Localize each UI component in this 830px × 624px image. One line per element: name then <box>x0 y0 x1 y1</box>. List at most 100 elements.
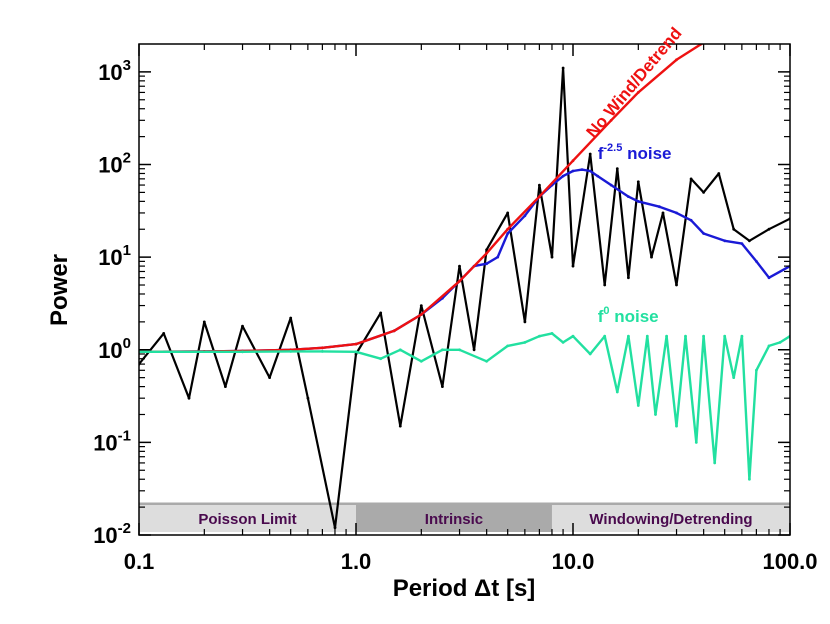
ticks-layer: 0.1 1.0 10.0 100.0 10-2 10-1 100 101 102 103 <box>93 44 818 574</box>
data-point-data <box>675 283 678 287</box>
data-point-no-wind-detrend <box>485 251 488 255</box>
data-point-f-2-5-noise <box>627 195 630 199</box>
data-point-data <box>187 396 191 400</box>
series-no-wind-detrend <box>139 44 703 354</box>
data-point-data <box>538 183 541 187</box>
x-tick-label: 1.0 <box>341 549 372 574</box>
data-point-no-wind-detrend <box>419 313 423 316</box>
data-point-data <box>732 227 736 231</box>
data-point-data <box>419 304 423 307</box>
data-point-no-wind-detrend <box>392 329 396 333</box>
data-point-f-2-5-noise <box>609 183 613 187</box>
data-point-no-wind-detrend <box>321 346 324 350</box>
data-point-f-0-noise <box>419 359 423 363</box>
data-point-f-0-noise <box>732 376 736 379</box>
data-point-f-2-5-noise <box>658 205 661 209</box>
x-axis-title: Period Δt [s] <box>393 575 536 602</box>
y-axis-title: Power <box>46 254 73 326</box>
band-1 <box>356 505 552 532</box>
data-point-f-0-noise <box>289 350 293 353</box>
data-point-f-0-noise <box>755 368 758 372</box>
band-label-0: Poisson Limit <box>198 511 296 528</box>
data-point-f-2-5-noise <box>506 232 510 235</box>
y-tick-label: 103 <box>98 57 131 85</box>
annotation-f0-noise: f0 noise <box>598 305 659 326</box>
data-point-no-wind-detrend <box>458 279 461 283</box>
data-point-f-0-noise <box>713 461 717 465</box>
data-point-f-2-5-noise <box>636 200 640 203</box>
data-point-f-2-5-noise <box>596 174 600 178</box>
data-point-data <box>379 311 383 315</box>
data-point-f-2-5-noise <box>496 255 500 259</box>
data-point-data <box>615 167 619 171</box>
data-point-f-0-noise <box>684 334 687 338</box>
data-point-f-0-noise <box>665 334 668 338</box>
data-point-no-wind-detrend <box>538 195 541 199</box>
data-point-f-2-5-noise <box>755 260 758 263</box>
data-point-data <box>650 255 653 259</box>
data-point-f-0-noise <box>441 348 444 352</box>
data-point-f-2-5-noise <box>689 218 693 222</box>
band-0 <box>139 505 356 532</box>
y-tick-label: 102 <box>98 150 131 178</box>
data-point-f-0-noise <box>740 334 744 338</box>
y-tick-label: 10-1 <box>93 427 131 455</box>
data-point-f-2-5-noise <box>767 276 771 280</box>
data-point-f-0-noise <box>615 390 619 394</box>
data-point-f-2-5-noise <box>561 174 565 178</box>
data-point-f-0-noise <box>645 334 649 338</box>
data-point-f-2-5-noise <box>723 239 727 243</box>
series-f-0-noise <box>139 332 790 481</box>
data-point-data <box>306 396 310 400</box>
data-point-f-2-5-noise <box>571 169 575 173</box>
data-point-f-2-5-noise <box>523 214 527 218</box>
data-point-f-0-noise <box>550 332 554 335</box>
data-point-data <box>561 66 565 70</box>
series-line-f-2-5-noise <box>139 168 790 353</box>
data-point-f-2-5-noise <box>588 169 592 173</box>
data-point-f-0-noise <box>506 344 510 348</box>
data-point-data <box>627 276 630 280</box>
data-point-f-0-noise <box>538 334 541 338</box>
data-point-f-0-noise <box>627 334 630 338</box>
band-label-2: Windowing/Detrending <box>589 511 752 528</box>
data-point-no-wind-detrend <box>636 91 640 94</box>
data-point-data <box>472 348 476 352</box>
data-point-data <box>588 152 592 156</box>
bands-layer: Poisson Limit Intrinsic Windowing/Detrendi… <box>139 502 790 532</box>
data-point-no-wind-detrend <box>571 159 575 163</box>
series-layer <box>139 44 790 530</box>
data-point-data <box>398 424 402 428</box>
data-point-f-0-noise <box>523 341 527 344</box>
data-point-data <box>523 320 527 324</box>
data-point-data <box>571 264 575 268</box>
data-point-f-0-noise <box>636 404 640 407</box>
data-point-data <box>289 316 293 320</box>
data-point-f-0-noise <box>702 334 705 338</box>
data-point-f-0-noise <box>778 341 782 344</box>
data-point-f-0-noise <box>654 413 657 416</box>
plot-frame <box>138 43 791 536</box>
data-point-f-2-5-noise <box>485 262 488 266</box>
x-tick-label: 10.0 <box>552 549 595 574</box>
data-point-data <box>268 376 271 379</box>
data-point-data <box>689 177 693 181</box>
y-tick-label: 100 <box>98 335 131 363</box>
data-point-data <box>241 324 244 328</box>
data-point-f-2-5-noise <box>702 232 705 235</box>
data-point-data <box>354 352 358 356</box>
annotation-f25-noise: f-2.5 noise <box>598 142 672 163</box>
data-point-data <box>441 385 444 388</box>
data-point-f-0-noise <box>485 359 488 363</box>
data-point-data <box>717 172 721 175</box>
data-point-f-0-noise <box>694 441 698 444</box>
data-point-f-0-noise <box>571 334 575 338</box>
data-point-f-0-noise <box>379 357 383 361</box>
annotation-no-wind: No Wind/Detrend <box>583 24 686 142</box>
y-tick-label: 10-2 <box>93 520 131 548</box>
data-point-f-0-noise <box>241 350 244 354</box>
data-point-data <box>661 211 665 215</box>
data-point-f-0-noise <box>321 350 324 353</box>
data-point-data <box>603 283 607 287</box>
